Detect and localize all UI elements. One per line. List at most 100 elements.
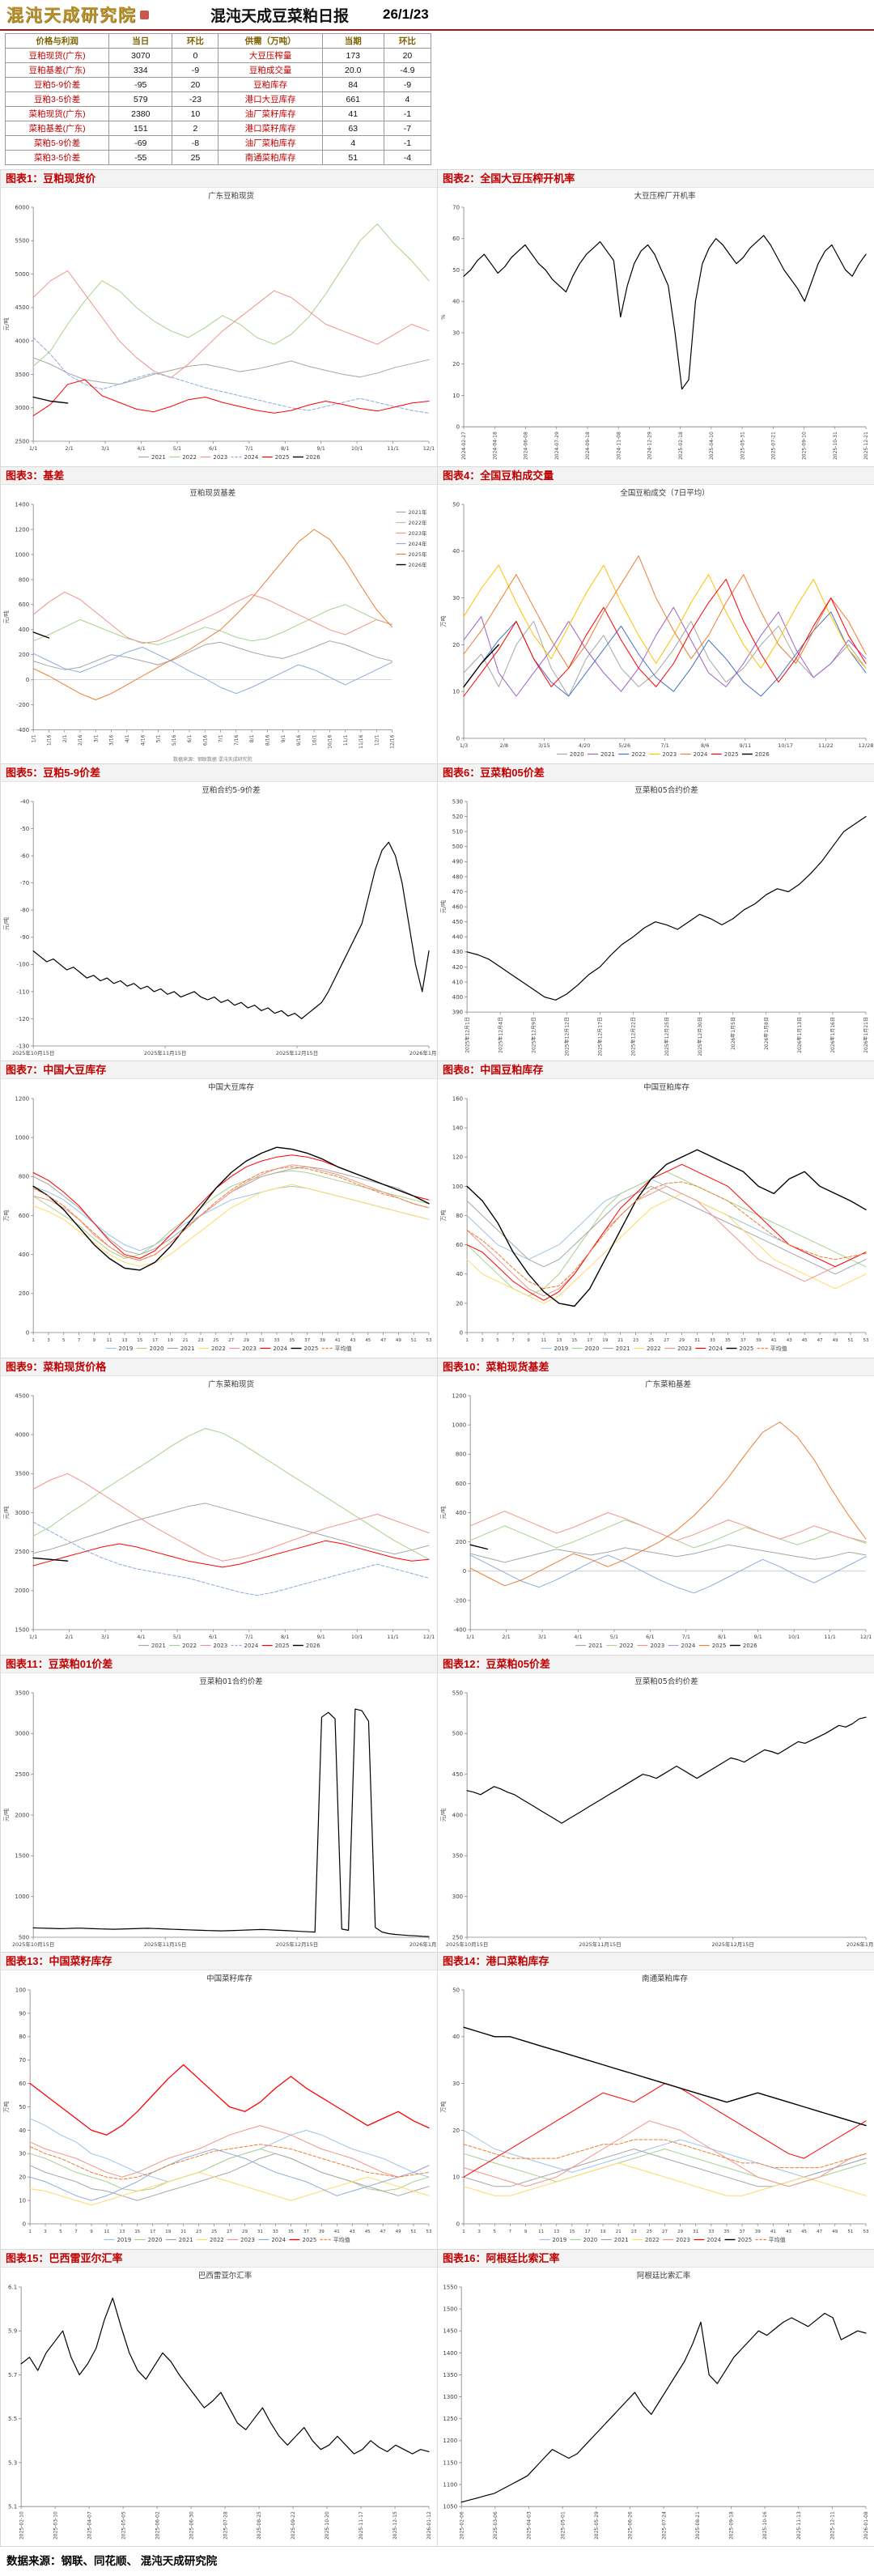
svg-text:3/1: 3/1 (538, 1634, 546, 1640)
svg-text:11/22: 11/22 (818, 742, 834, 749)
report-header: 混沌天成研究院 混沌天成豆菜粕日报 26/1/23 (0, 0, 874, 31)
svg-text:2023: 2023 (650, 1643, 664, 1649)
chart-section-title: 图表15：巴西雷亚尔汇率 (1, 2250, 437, 2268)
svg-text:1000: 1000 (452, 1422, 466, 1429)
svg-text:420: 420 (452, 964, 463, 971)
svg-text:2024年: 2024年 (408, 540, 426, 547)
svg-text:万吨: 万吨 (439, 2102, 447, 2113)
svg-text:中国菜籽库存: 中国菜籽库存 (206, 1974, 252, 1983)
metric-value: -1 (383, 135, 432, 151)
chart-cell-2: 图表2：全国大豆压榨开机率 大豆压榨厂开机率% 0 10 20 30 40 50 60 70 202… (438, 170, 874, 467)
chart-cell-10: 图表10：菜粕现货基差 广东菜粕基差 元/吨 -400 -200 0 200 400 600 80… (438, 1358, 874, 1656)
svg-text:1500: 1500 (443, 2306, 457, 2313)
svg-text:11/1: 11/1 (387, 445, 399, 452)
svg-text:12/16: 12/16 (390, 734, 396, 748)
svg-text:50: 50 (452, 1987, 460, 1993)
svg-text:25: 25 (211, 2230, 217, 2234)
svg-text:20: 20 (456, 1300, 463, 1307)
svg-text:1050: 1050 (443, 2504, 457, 2510)
chart-9: 广东菜粕现货 元/吨 1500 2000 2500 3000 3500 4000 4500 1/1… (1, 1376, 437, 1655)
svg-text:-110: -110 (16, 988, 29, 995)
svg-text:元/吨: 元/吨 (2, 917, 10, 930)
svg-text:13: 13 (554, 2230, 559, 2234)
svg-text:0: 0 (26, 677, 29, 683)
svg-text:37: 37 (740, 1338, 746, 1343)
metric-value: -4.9 (383, 62, 432, 78)
svg-text:9/1: 9/1 (316, 1634, 325, 1640)
svg-text:27: 27 (664, 1338, 669, 1343)
svg-text:10: 10 (452, 2174, 460, 2181)
svg-text:25: 25 (648, 1338, 654, 1343)
svg-text:11/16: 11/16 (359, 734, 364, 748)
svg-text:1400: 1400 (443, 2350, 457, 2357)
svg-text:3/1: 3/1 (101, 1634, 109, 1640)
svg-text:1: 1 (462, 2230, 465, 2234)
svg-text:万吨: 万吨 (2, 1210, 10, 1222)
svg-text:47: 47 (380, 2230, 386, 2234)
chart-section-title: 图表5：豆粕5-9价差 (1, 764, 437, 782)
svg-text:元/吨: 元/吨 (439, 1809, 447, 1821)
svg-text:巴西雷亚尔汇率: 巴西雷亚尔汇率 (198, 2271, 252, 2281)
svg-text:2025年11月15日: 2025年11月15日 (144, 1941, 186, 1948)
metric-value: -1 (383, 106, 432, 121)
svg-text:2025-06-02: 2025-06-02 (155, 2511, 160, 2540)
svg-text:7/1: 7/1 (660, 742, 668, 749)
svg-text:2026年1月8日: 2026年1月8日 (763, 1017, 770, 1050)
chart-cell-3: 图表3：基差 豆粕现货基差 元/吨 -400 -200 0 200 400 600 800 1000… (1, 467, 438, 764)
svg-text:12/1: 12/1 (860, 1634, 872, 1640)
summary-table-row: 菜粕基差(广东) 151 2 港口菜籽库存 63 -7 (4, 121, 432, 136)
svg-text:430: 430 (452, 949, 463, 955)
svg-text:12/28: 12/28 (859, 742, 874, 749)
svg-text:15: 15 (134, 2230, 140, 2234)
svg-text:-60: -60 (20, 853, 29, 860)
table-column-header: 环比 (383, 33, 432, 49)
svg-text:53: 53 (426, 1338, 432, 1343)
svg-text:10: 10 (452, 393, 460, 399)
svg-text:4/1: 4/1 (574, 1634, 582, 1640)
svg-text:60: 60 (456, 1242, 463, 1248)
svg-text:1: 1 (32, 1338, 34, 1343)
svg-text:800: 800 (19, 1174, 29, 1180)
svg-text:15: 15 (569, 2230, 575, 2234)
metric-value: 3070 (108, 48, 173, 63)
svg-text:500: 500 (19, 1934, 29, 1941)
svg-text:600: 600 (456, 1481, 466, 1487)
svg-text:2024-04-18: 2024-04-18 (492, 431, 498, 460)
svg-text:平均值: 平均值 (769, 2236, 786, 2243)
svg-text:3: 3 (47, 1338, 50, 1343)
summary-table-row: 豆粕5-9价差 -95 20 豆粕库存 84 -9 (4, 77, 432, 92)
metric-value: -9 (172, 62, 219, 78)
svg-text:9/11: 9/11 (740, 742, 752, 749)
svg-text:200: 200 (19, 1290, 29, 1297)
svg-text:8/6: 8/6 (701, 742, 709, 749)
svg-text:2/1: 2/1 (62, 734, 68, 742)
svg-text:2022: 2022 (647, 1345, 661, 1352)
metric-value: 84 (321, 77, 384, 92)
svg-text:39: 39 (319, 2230, 325, 2234)
svg-text:2/8: 2/8 (500, 742, 508, 749)
svg-text:2026: 2026 (306, 454, 320, 461)
svg-text:0: 0 (460, 1329, 463, 1336)
chart-cell-15: 图表15：巴西雷亚尔汇率 巴西雷亚尔汇率 5.1 5.3 5.5 5.7 5.9 6.1 202… (1, 2250, 438, 2547)
svg-text:13: 13 (119, 2230, 125, 2234)
svg-text:4500: 4500 (15, 304, 29, 311)
metric-value: 173 (321, 48, 384, 63)
svg-text:数据来源：钢联数据 混沌天成研究院: 数据来源：钢联数据 混沌天成研究院 (173, 756, 252, 763)
svg-text:410: 410 (452, 979, 463, 985)
svg-text:5/16: 5/16 (172, 734, 177, 746)
logo-seal-icon (140, 10, 149, 19)
svg-text:200: 200 (456, 1539, 466, 1545)
svg-text:-400: -400 (16, 727, 29, 733)
svg-text:45: 45 (801, 2230, 807, 2234)
chart-section-title: 图表1：豆粕现货价 (1, 170, 437, 188)
svg-text:23: 23 (197, 1338, 203, 1343)
svg-text:1100: 1100 (443, 2481, 457, 2488)
svg-text:7: 7 (78, 1338, 81, 1343)
svg-text:元/吨: 元/吨 (2, 1506, 10, 1519)
svg-text:490: 490 (452, 859, 463, 865)
svg-text:10/16: 10/16 (328, 734, 333, 748)
svg-text:21: 21 (617, 1338, 623, 1343)
metric-name: 菜粕现货(广东) (4, 106, 110, 121)
metric-value: 334 (108, 62, 173, 78)
svg-text:2/1: 2/1 (502, 1634, 510, 1640)
